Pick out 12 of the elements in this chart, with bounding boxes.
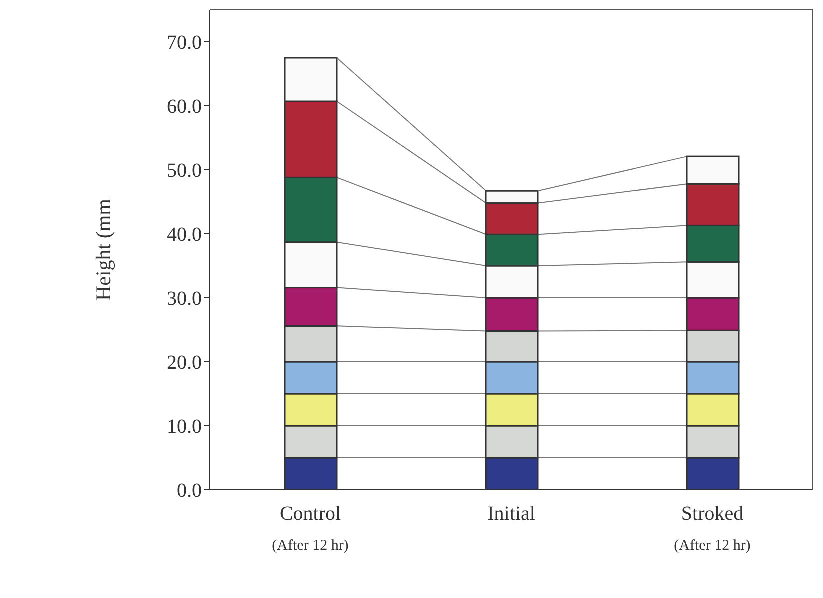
y-tick-label: 50.0 — [167, 160, 202, 182]
y-tick-label: 20.0 — [167, 352, 202, 374]
x-tick-label: Initial — [488, 503, 536, 525]
x-tick-label: Stroked (After 12 hr) — [674, 503, 751, 554]
y-tick-label: 60.0 — [167, 96, 202, 118]
y-tick-label: 0.0 — [177, 480, 202, 502]
y-axis-title: Height (mm — [91, 198, 116, 302]
y-tick-label: 70.0 — [167, 32, 202, 54]
y-tick-label: 30.0 — [167, 288, 202, 310]
x-tick-label: Control (After 12 hr) — [272, 503, 349, 554]
y-tick-label: 10.0 — [167, 416, 202, 438]
y-tick-label: 40.0 — [167, 224, 202, 246]
